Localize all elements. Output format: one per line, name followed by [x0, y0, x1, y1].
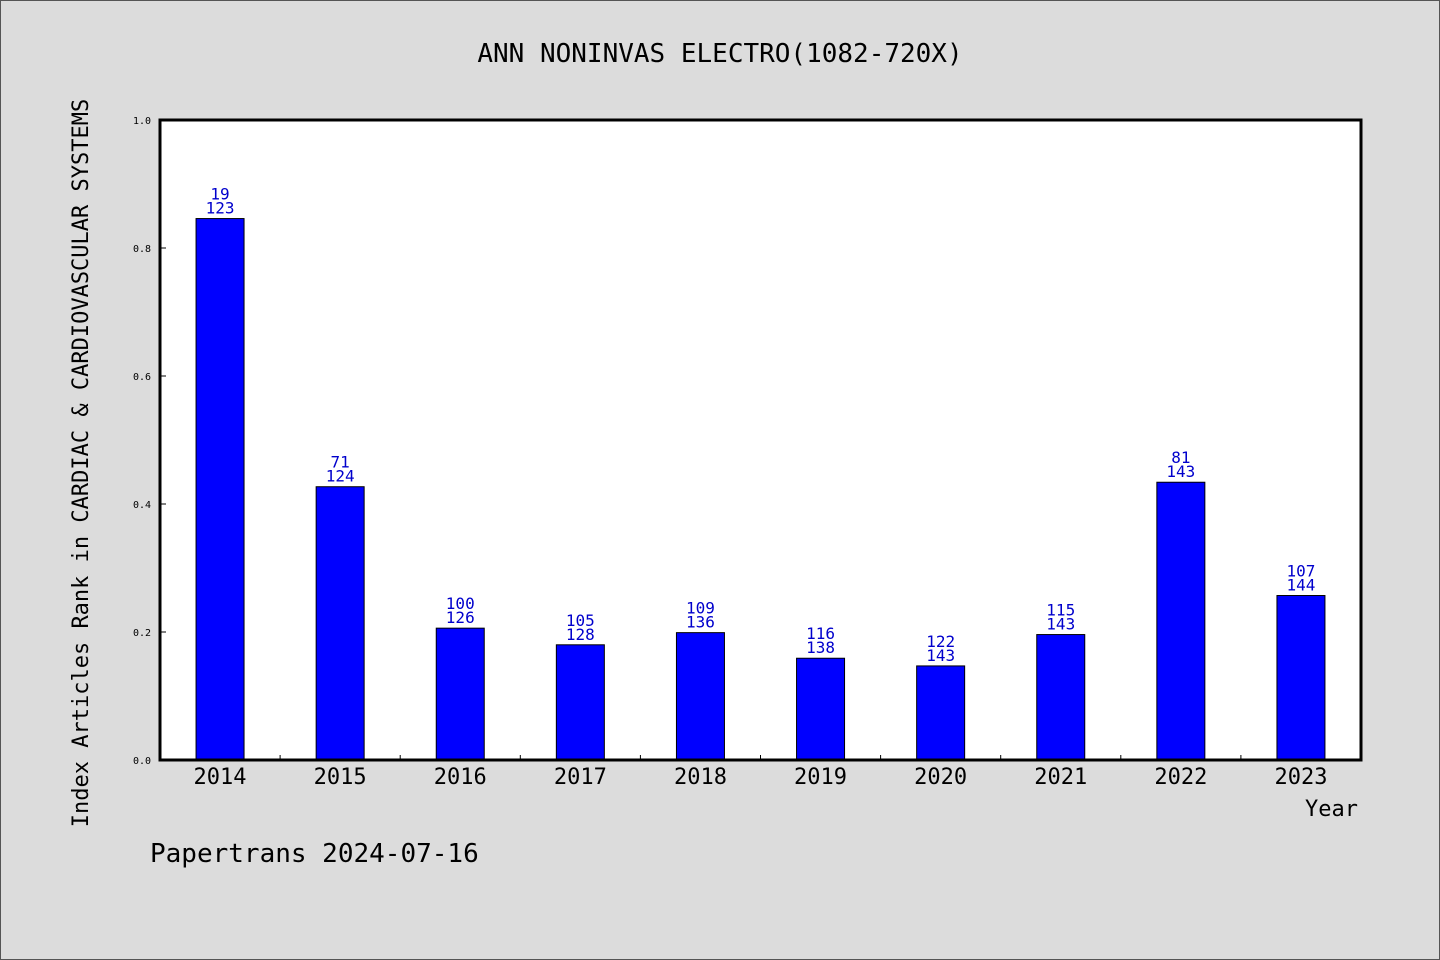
bar-rank-label: 116 [806, 624, 835, 643]
bar-2020 [916, 665, 966, 761]
bar-rank-label: 115 [1046, 601, 1075, 620]
bar-2019 [796, 657, 846, 761]
bar-rank-label: 107 [1286, 562, 1315, 581]
bar-total-label: 128 [566, 625, 595, 644]
y-tick-label: 0.2 [133, 628, 151, 639]
x-tick-label: 2016 [434, 765, 487, 790]
bar-rank-label: 81 [1171, 448, 1190, 467]
bar-rank-label: 105 [566, 611, 595, 630]
x-ticks-group: 2014 2015 2016 2017 2018 2019 2020 2021 2022 2023 [194, 755, 1327, 790]
y-tick-label: 1.0 [133, 116, 151, 127]
plot-border [158, 118, 1363, 762]
y-tick-label: 0.4 [133, 500, 151, 511]
x-tick-label: 2014 [194, 765, 247, 790]
bar-2015 [315, 486, 365, 761]
bar-total-label: 124 [326, 467, 355, 486]
bar-2016 [435, 627, 485, 761]
bar-rank-label: 19 [210, 185, 229, 204]
bar-2022 [1156, 481, 1206, 761]
bar-2018 [675, 632, 725, 761]
x-tick-label: 2020 [914, 765, 967, 790]
x-tick-label: 2022 [1154, 765, 1207, 790]
bar-total-label: 144 [1286, 576, 1315, 595]
x-tick-label: 2018 [674, 765, 727, 790]
bar-rank-label: 122 [926, 632, 955, 651]
x-tick-label: 2019 [794, 765, 847, 790]
bar-total-label: 138 [806, 638, 835, 657]
y-tick-label: 0.6 [133, 372, 151, 383]
bar-rank-label: 109 [686, 599, 715, 618]
bar-total-label: 126 [446, 608, 475, 627]
x-tick-label: 2015 [314, 765, 367, 790]
chart-title: ANN NONINVAS ELECTRO(1082-720X) [477, 39, 962, 69]
bar-total-label: 143 [926, 646, 955, 665]
bar-total-label: 136 [686, 613, 715, 632]
y-axis-label: Index Articles Rank in CARDIAC & CARDIOV… [69, 99, 94, 827]
bars-group [195, 218, 1326, 761]
y-tick-label: 0.0 [133, 756, 151, 767]
footer-text: Papertrans 2024-07-16 [150, 839, 479, 869]
x-tick-label: 2023 [1274, 765, 1327, 790]
bar-total-label: 143 [1046, 615, 1075, 634]
bar-2021 [1036, 634, 1086, 761]
bar-2014 [195, 218, 245, 761]
bar-total-label: 143 [1166, 462, 1195, 481]
x-tick-label: 2021 [1034, 765, 1087, 790]
bar-rank-label: 71 [331, 453, 350, 472]
bar-rank-label: 100 [446, 594, 475, 613]
x-tick-label: 2017 [554, 765, 607, 790]
bar-2023 [1276, 595, 1326, 761]
x-axis-label: Year [1305, 797, 1358, 822]
y-tick-label: 0.8 [133, 244, 151, 255]
bar-total-label: 123 [206, 199, 235, 218]
bar-2017 [555, 644, 605, 761]
